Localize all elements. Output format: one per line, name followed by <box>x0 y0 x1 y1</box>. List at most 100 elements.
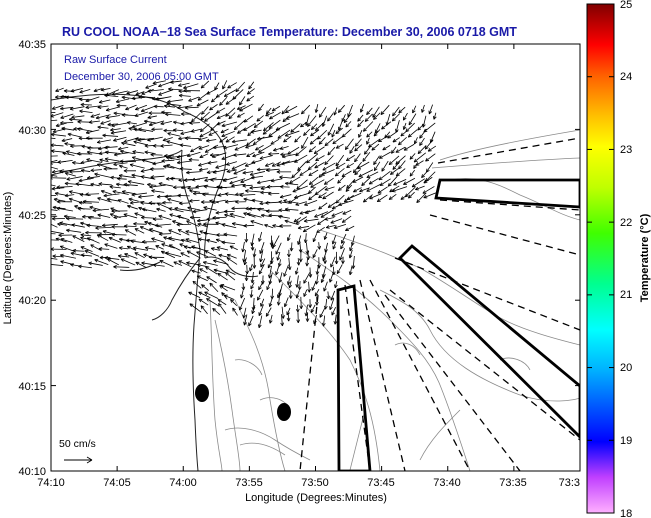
current-vector-arrow <box>198 167 209 172</box>
x-tick-label: 73:3 <box>559 477 580 489</box>
current-vector-arrow <box>276 160 291 167</box>
current-vector-arrow <box>185 230 201 236</box>
current-vector-arrow <box>235 200 247 204</box>
current-vector-arrow <box>97 163 113 170</box>
current-vector-arrow <box>52 205 66 210</box>
current-vector-arrow <box>301 104 311 115</box>
current-vector-arrow <box>315 264 320 275</box>
current-vector-arrow <box>362 152 371 162</box>
current-vector-arrow <box>331 211 344 217</box>
current-vector-arrow <box>284 219 299 226</box>
current-vector-arrow <box>51 119 58 122</box>
current-vector-arrow <box>407 129 418 138</box>
current-vector-arrow <box>337 120 343 131</box>
current-vector-arrow <box>228 112 236 120</box>
current-vector-arrow <box>216 107 226 114</box>
current-vector-arrow <box>226 253 237 259</box>
current-vector-arrow <box>197 222 208 228</box>
current-vector-arrow <box>185 238 199 243</box>
current-vector-arrow <box>221 153 236 161</box>
current-vector-arrow <box>169 213 184 219</box>
current-vector-arrow <box>353 187 362 193</box>
current-vector-arrow <box>252 151 265 158</box>
current-vector-arrow <box>85 192 100 197</box>
current-vector-arrow <box>97 105 109 109</box>
current-vector-arrow <box>229 178 246 185</box>
current-vector-arrow <box>202 260 218 266</box>
current-vector-arrow <box>216 113 228 120</box>
current-vector-arrow <box>361 177 371 187</box>
current-vector-arrow <box>178 82 190 87</box>
current-vector-arrow <box>294 135 301 143</box>
current-vector-arrow <box>51 262 64 267</box>
current-vector-arrow <box>388 194 397 200</box>
current-vector-arrow <box>95 226 112 230</box>
current-vector-arrow <box>324 155 334 165</box>
current-vector-arrow <box>333 224 347 230</box>
current-vector-arrow <box>373 129 381 137</box>
current-vector-arrow <box>218 253 229 258</box>
current-vector-arrow <box>331 235 337 245</box>
current-vector-arrow <box>147 182 157 187</box>
current-vector-arrow <box>243 223 255 228</box>
current-vector-arrow <box>127 180 145 185</box>
current-vector-arrow <box>366 183 381 192</box>
current-vector-arrow <box>70 144 83 148</box>
current-vector-arrow <box>268 127 281 137</box>
current-vector-arrow <box>192 280 202 289</box>
current-vector-arrow <box>65 95 82 100</box>
current-vector-arrow <box>263 122 274 132</box>
current-vector-arrow <box>295 275 300 288</box>
current-vector-arrow <box>88 120 100 124</box>
current-vector-arrow <box>337 104 345 113</box>
current-vector-arrow <box>303 128 311 136</box>
current-vector-arrow <box>147 222 163 228</box>
current-vector-arrow <box>60 113 74 119</box>
current-vector-arrow <box>95 114 111 120</box>
current-vector-arrow <box>233 119 245 131</box>
current-vector-arrow <box>224 192 236 197</box>
current-vector-arrow <box>153 104 164 109</box>
current-vector-arrow <box>357 119 364 128</box>
current-vector-arrow <box>323 177 334 185</box>
current-vector-arrow <box>211 95 219 103</box>
current-vector-arrow <box>337 184 346 191</box>
current-vector-arrow <box>141 215 155 220</box>
current-vector-arrow <box>188 291 201 298</box>
current-vector-arrow <box>334 168 345 177</box>
current-vector-arrow <box>266 209 280 214</box>
study-boxes <box>336 178 580 471</box>
current-vector-arrow <box>170 80 182 84</box>
current-vector-arrow <box>209 199 219 204</box>
current-vector-arrow <box>224 209 235 214</box>
current-vector-arrow <box>58 233 73 238</box>
overlay-current-date: December 30, 2006 05:00 GMT <box>64 71 219 83</box>
current-vector-arrow <box>239 96 246 106</box>
current-vector-arrow <box>323 256 327 264</box>
current-vector-arrow <box>132 246 148 251</box>
current-vector-arrow <box>411 178 426 188</box>
current-vector-arrow <box>203 206 217 211</box>
current-vector-arrow <box>323 298 328 310</box>
current-vector-arrow <box>168 87 183 91</box>
current-vector-arrow <box>224 199 237 204</box>
current-vector-arrow <box>256 136 273 141</box>
current-vector-arrow <box>89 205 102 211</box>
current-vector-arrow <box>297 160 307 171</box>
current-vector-arrow <box>208 130 218 136</box>
current-vector-arrow <box>288 291 293 299</box>
current-vector-arrow <box>98 182 112 186</box>
current-vector-arrow <box>200 305 208 315</box>
current-vector-arrow <box>392 161 401 170</box>
current-vector-arrow <box>113 136 127 142</box>
current-vector-arrow <box>251 159 262 164</box>
current-vector-arrow <box>129 163 145 169</box>
current-vector-arrow <box>141 158 156 165</box>
current-vector-arrow <box>51 209 58 211</box>
current-vector-arrow <box>120 258 136 266</box>
current-vector-arrow <box>165 251 182 258</box>
current-vector-arrow <box>97 125 109 130</box>
current-vector-arrow <box>251 304 256 315</box>
current-vector-arrow <box>324 138 334 147</box>
x-tick-label: 74:10 <box>37 477 65 489</box>
